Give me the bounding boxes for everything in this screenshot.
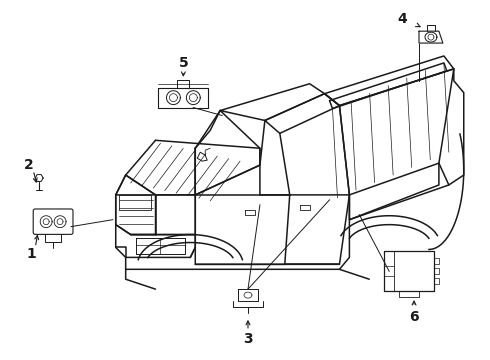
Text: 6: 6 (409, 310, 419, 324)
Text: 4: 4 (397, 12, 407, 26)
Text: 2: 2 (24, 158, 34, 172)
Text: 5: 5 (178, 56, 188, 70)
Text: 1: 1 (26, 247, 36, 261)
Text: 3: 3 (243, 332, 253, 346)
